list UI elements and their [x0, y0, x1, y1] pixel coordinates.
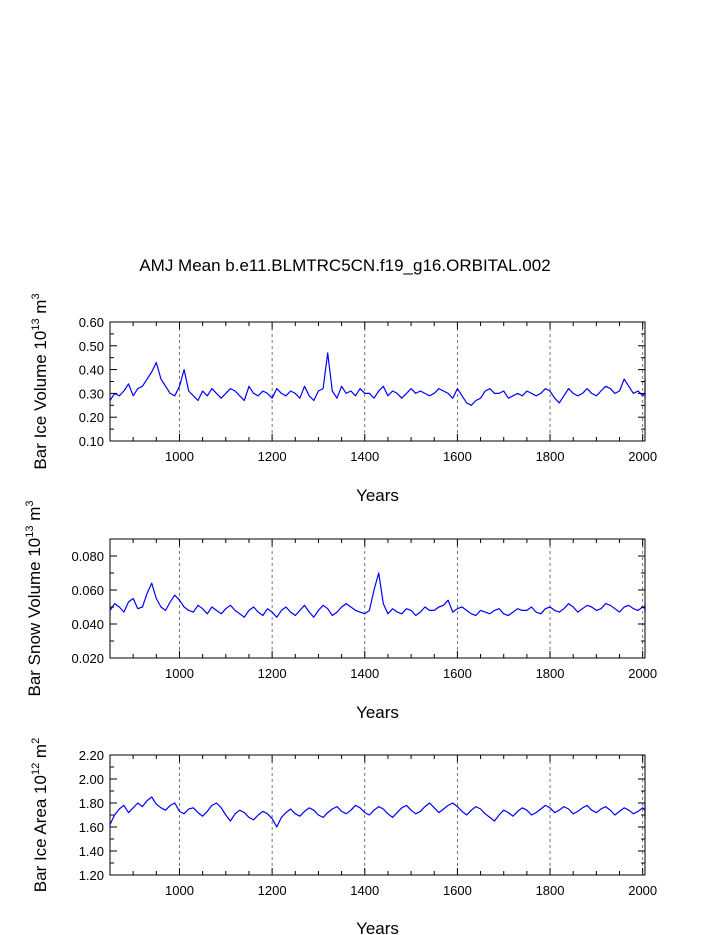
x-tick-label: 1600 — [443, 449, 472, 464]
y-tick-label: 0.080 — [71, 549, 104, 564]
x-tick-label: 2000 — [628, 449, 657, 464]
x-axis-label: Years — [356, 486, 399, 505]
x-tick-label: 1000 — [165, 666, 194, 681]
x-tick-label: 2000 — [628, 666, 657, 681]
x-tick-label: 1600 — [443, 666, 472, 681]
x-axis-label: Years — [356, 919, 399, 935]
y-tick-label: 0.60 — [79, 315, 104, 330]
x-tick-label: 1000 — [165, 883, 194, 898]
x-tick-label: 1400 — [350, 449, 379, 464]
y-tick-label: 0.040 — [71, 617, 104, 632]
panel-bar-ice-area: 1000 1200 1400 1600 1800 2000 1.20 1.40 1.60 1.80… — [30, 738, 657, 935]
y-tick-label: 1.60 — [79, 820, 104, 835]
y-axis-label: Bar Ice Area 1012 m2 — [30, 738, 50, 892]
x-tick-label: 1200 — [258, 449, 287, 464]
x-axis-label: Years — [356, 703, 399, 722]
panel-bar-ice-volume: 1000 1200 1400 1600 1800 2000 0.10 0.20 0.30 0.40… — [30, 293, 657, 505]
y-axis-label: Bar Snow Volume 1013 m3 — [24, 500, 44, 696]
y-tick-label: 0.10 — [79, 434, 104, 449]
x-tick-label: 1800 — [536, 449, 565, 464]
y-tick-label: 0.020 — [71, 651, 104, 666]
x-tick-label: 1200 — [258, 883, 287, 898]
y-tick-label: 2.20 — [79, 748, 104, 763]
x-tick-label: 1800 — [536, 883, 565, 898]
x-tick-label: 1600 — [443, 883, 472, 898]
y-tick-label: 1.20 — [79, 868, 104, 883]
x-tick-label: 1800 — [536, 666, 565, 681]
y-tick-label: 0.40 — [79, 363, 104, 378]
y-tick-label: 1.80 — [79, 796, 104, 811]
figure-title: AMJ Mean b.e11.BLMTRC5CN.f19_g16.ORBITAL… — [139, 256, 550, 275]
x-tick-label: 1400 — [350, 666, 379, 681]
x-tick-label: 1400 — [350, 883, 379, 898]
x-tick-label: 1200 — [258, 666, 287, 681]
y-tick-label: 0.060 — [71, 583, 104, 598]
y-tick-label: 0.50 — [79, 339, 104, 354]
x-tick-label: 1000 — [165, 449, 194, 464]
plot-frame — [109, 538, 646, 659]
panel-bar-snow-volume: 1000 1200 1400 1600 1800 2000 0.020 0.040 0.060 0… — [24, 500, 657, 722]
y-tick-label: 2.00 — [79, 772, 104, 787]
y-axis-label: Bar Ice Volume 1013 m3 — [30, 293, 50, 469]
x-tick-label: 2000 — [628, 883, 657, 898]
y-tick-label: 1.40 — [79, 844, 104, 859]
y-tick-label: 0.30 — [79, 386, 104, 401]
y-tick-label: 0.20 — [79, 410, 104, 425]
